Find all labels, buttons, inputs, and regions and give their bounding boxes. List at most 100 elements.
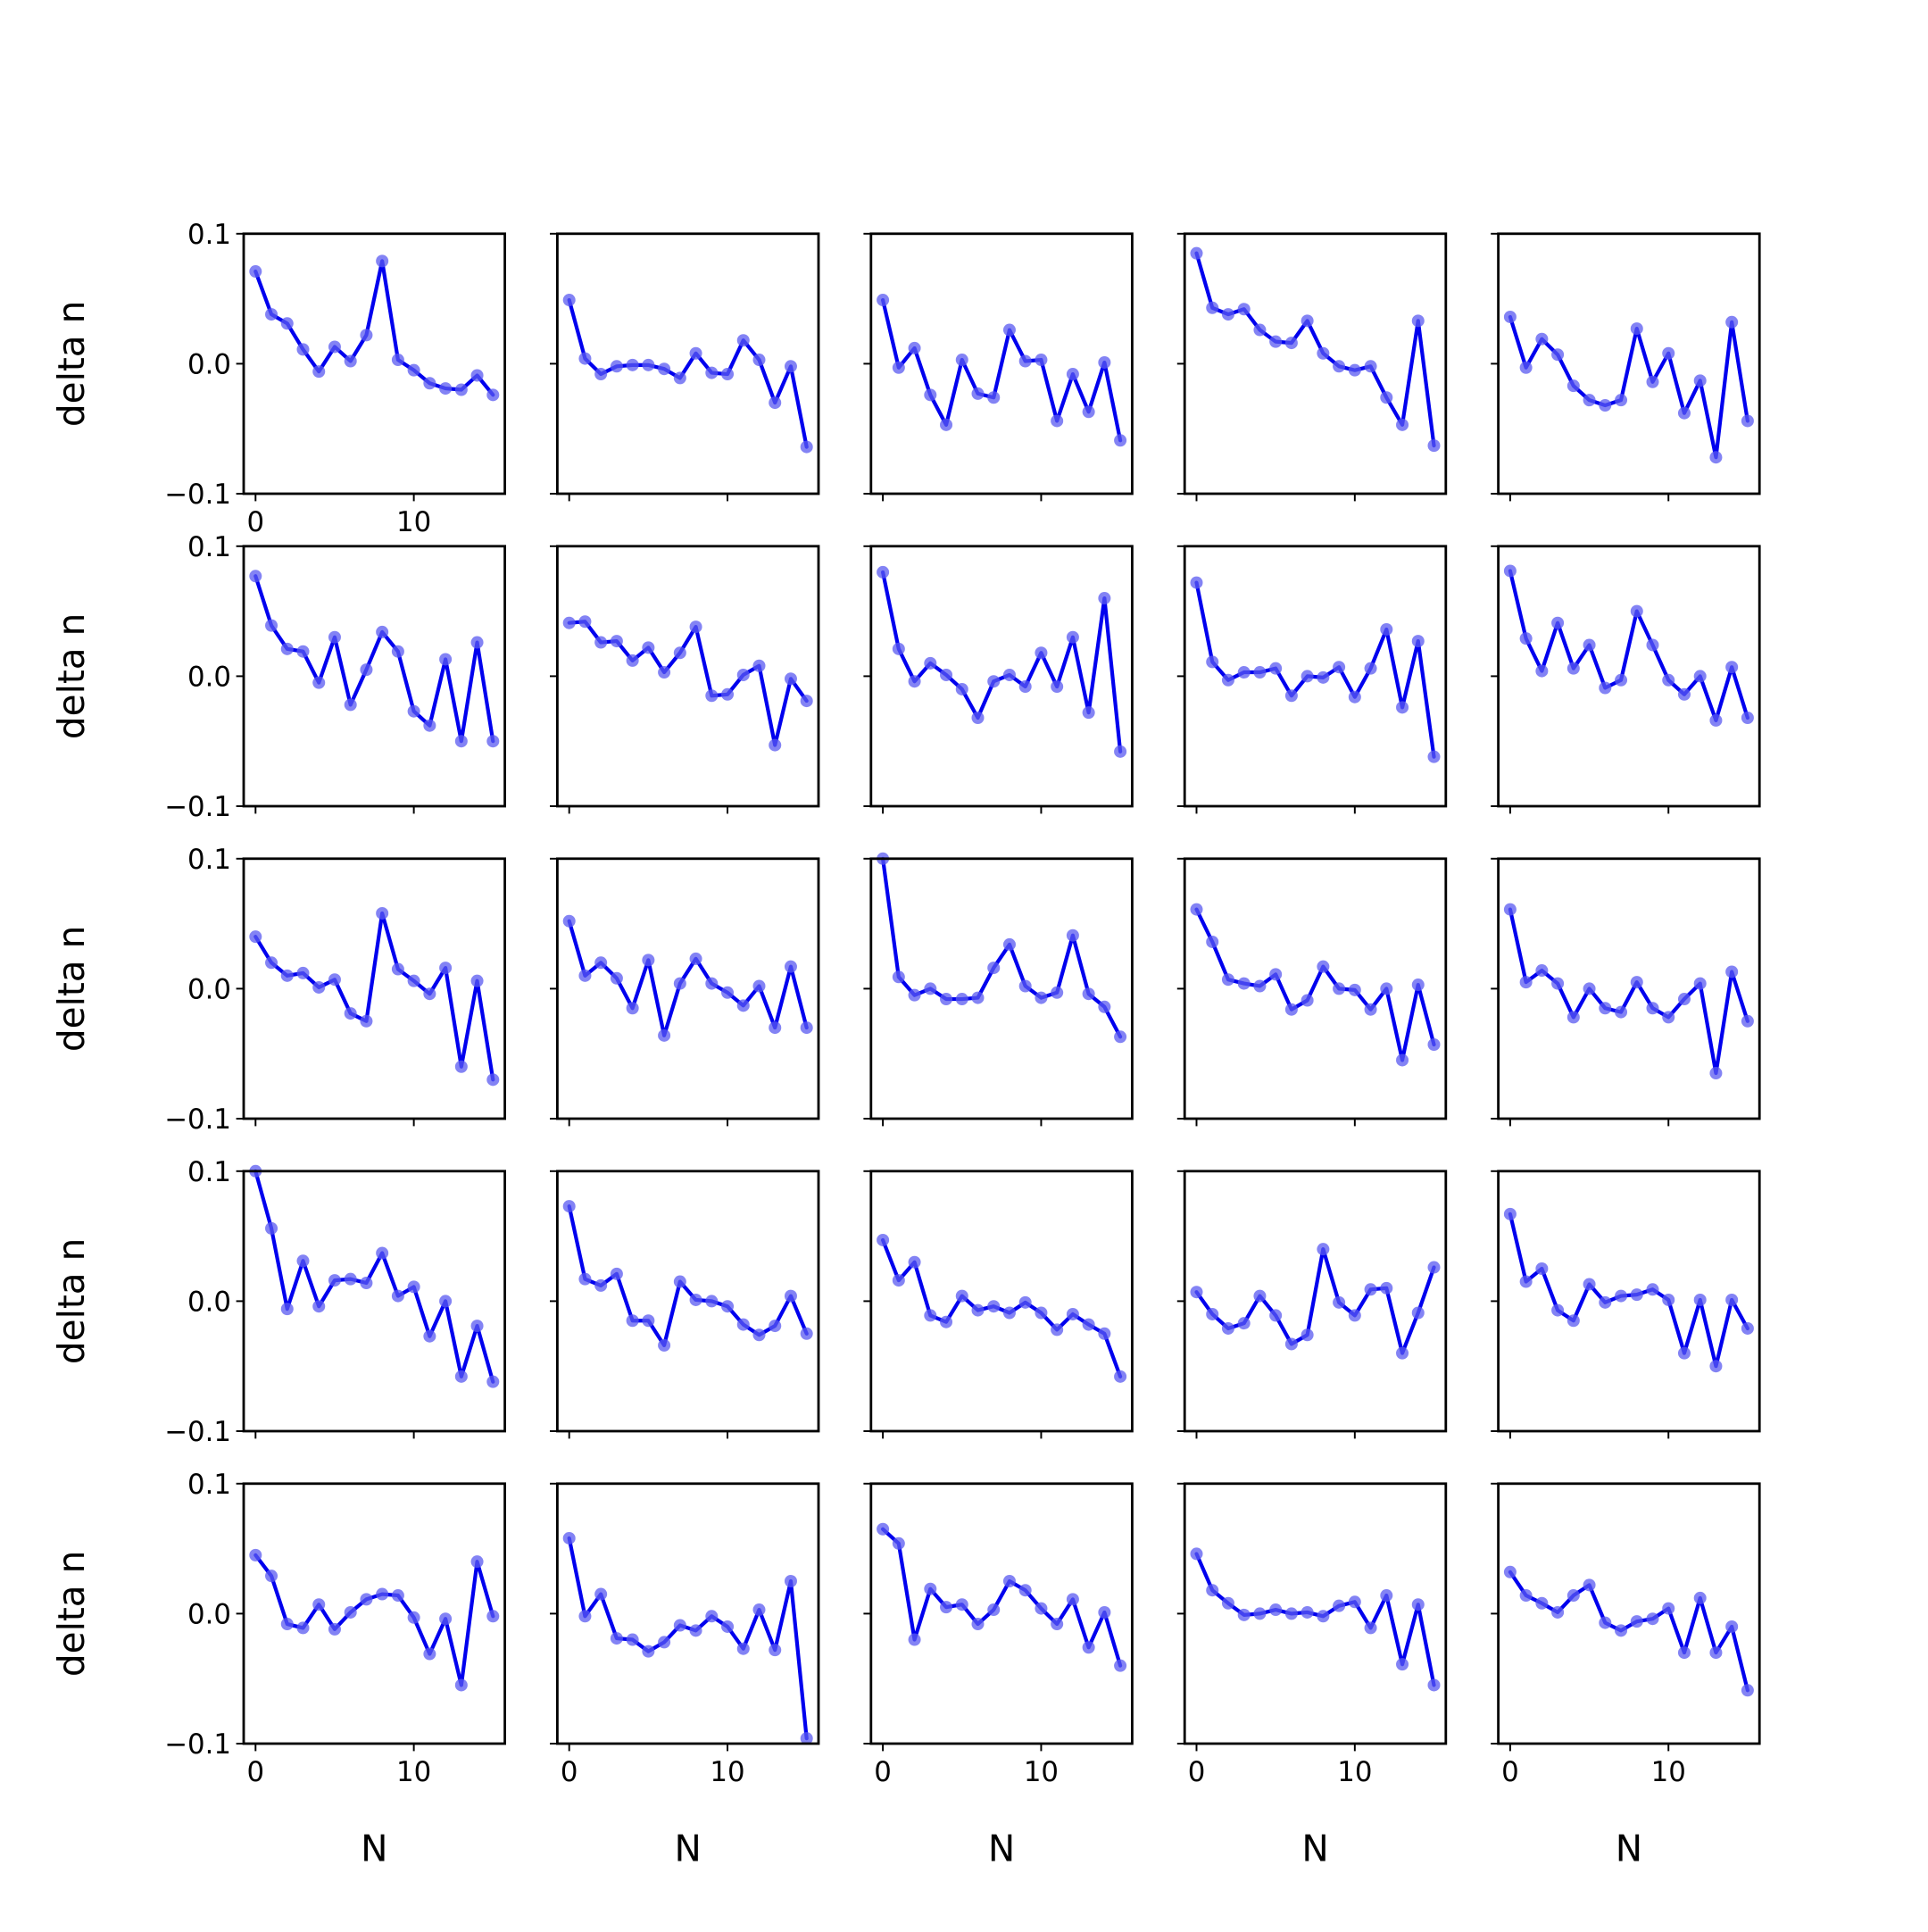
data-point bbox=[1253, 1289, 1267, 1303]
data-point bbox=[1253, 979, 1267, 993]
data-point bbox=[1082, 706, 1095, 720]
data-point bbox=[486, 735, 500, 748]
data-point bbox=[1066, 368, 1079, 381]
data-point bbox=[610, 1267, 623, 1280]
data-point bbox=[892, 361, 905, 374]
data-point bbox=[1301, 1605, 1314, 1619]
data-point bbox=[439, 382, 453, 396]
y-tick-label: 0.1 bbox=[187, 531, 231, 563]
panel-r1-c0: −0.1 0.0 0.1 delta n bbox=[50, 531, 506, 823]
series-line bbox=[253, 574, 495, 744]
data-point bbox=[940, 668, 953, 681]
data-point bbox=[1066, 929, 1079, 942]
data-point bbox=[1221, 1596, 1234, 1610]
y-axis-label: delta n bbox=[50, 1238, 93, 1364]
data-point bbox=[955, 1289, 968, 1303]
data-point bbox=[423, 1647, 436, 1661]
data-point bbox=[1333, 661, 1346, 674]
data-point bbox=[689, 952, 702, 965]
data-point bbox=[971, 991, 985, 1004]
x-axis-label: N bbox=[675, 1828, 702, 1870]
data-point bbox=[987, 675, 1001, 688]
data-point bbox=[1427, 1261, 1441, 1274]
data-point bbox=[1066, 630, 1079, 644]
data-point bbox=[1519, 1275, 1533, 1288]
series-line bbox=[880, 297, 1123, 443]
data-point bbox=[1317, 346, 1330, 360]
data-point bbox=[1503, 310, 1517, 323]
data-point bbox=[470, 1320, 484, 1333]
data-point bbox=[1411, 1598, 1425, 1611]
axes-frame bbox=[555, 857, 820, 1120]
data-point bbox=[1630, 604, 1643, 618]
data-point bbox=[721, 368, 735, 381]
data-point bbox=[673, 1619, 686, 1632]
panel-r4-c2: 0 10 N bbox=[863, 1482, 1134, 1870]
data-point bbox=[1364, 1621, 1377, 1635]
data-point bbox=[1551, 1605, 1565, 1619]
data-point bbox=[971, 1303, 985, 1317]
data-point bbox=[470, 1555, 484, 1569]
x-tick-label: 10 bbox=[710, 1756, 744, 1788]
data-point bbox=[1677, 993, 1691, 1006]
data-point bbox=[689, 346, 702, 360]
data-point bbox=[1519, 632, 1533, 645]
panel-r2-c3 bbox=[1176, 857, 1448, 1127]
data-point bbox=[328, 340, 341, 354]
axes-frame bbox=[1497, 857, 1761, 1120]
data-point bbox=[439, 653, 453, 666]
data-point bbox=[1082, 405, 1095, 419]
axes-frame bbox=[869, 857, 1134, 1120]
data-point bbox=[705, 977, 719, 990]
series-line bbox=[880, 856, 1123, 1039]
x-tick-label: 10 bbox=[1337, 1756, 1372, 1788]
y-tick-label: 0.1 bbox=[187, 1469, 231, 1501]
x-axis-label: N bbox=[1616, 1828, 1642, 1870]
data-point bbox=[1677, 406, 1691, 420]
data-point bbox=[1662, 1293, 1675, 1306]
panel-r2-c0: −0.1 0.0 0.1 delta n bbox=[50, 844, 506, 1136]
data-point bbox=[1082, 1641, 1095, 1654]
data-point bbox=[312, 1598, 326, 1611]
data-point bbox=[908, 988, 921, 1002]
data-point bbox=[1269, 1309, 1283, 1322]
data-point bbox=[971, 387, 985, 400]
data-point bbox=[673, 371, 686, 385]
series-line bbox=[1194, 1247, 1436, 1355]
data-point bbox=[1269, 968, 1283, 981]
data-point bbox=[1333, 982, 1346, 995]
data-point bbox=[391, 1289, 404, 1303]
data-point bbox=[1317, 670, 1330, 684]
data-point bbox=[689, 1293, 702, 1306]
axes-frame bbox=[242, 545, 506, 808]
data-point bbox=[578, 1610, 592, 1623]
data-point bbox=[1427, 1678, 1441, 1692]
series-line bbox=[1508, 314, 1749, 460]
data-point bbox=[486, 1610, 500, 1623]
data-point bbox=[1583, 1578, 1596, 1592]
data-point bbox=[1551, 616, 1565, 629]
data-point bbox=[736, 668, 750, 681]
data-point bbox=[1535, 664, 1549, 678]
data-point bbox=[1646, 1002, 1659, 1015]
data-point bbox=[1002, 1575, 1016, 1587]
data-point bbox=[752, 659, 766, 672]
data-point bbox=[1741, 1321, 1754, 1335]
data-point bbox=[1677, 1346, 1691, 1360]
x-tick-label: 0 bbox=[561, 1756, 578, 1788]
axes-frame bbox=[555, 232, 820, 495]
x-tick-label: 0 bbox=[1501, 1756, 1519, 1788]
data-point bbox=[1317, 1243, 1330, 1256]
data-point bbox=[296, 966, 310, 979]
data-point bbox=[376, 1246, 389, 1260]
panel-r1-c3 bbox=[1176, 545, 1448, 814]
data-point bbox=[1646, 1283, 1659, 1296]
data-point bbox=[1002, 937, 1016, 951]
data-point bbox=[877, 294, 890, 307]
data-point bbox=[908, 1255, 921, 1269]
data-point bbox=[454, 1678, 468, 1692]
data-point bbox=[1082, 987, 1095, 1001]
data-point bbox=[1098, 1605, 1111, 1619]
data-point bbox=[1411, 1306, 1425, 1320]
panel-r2-c1 bbox=[549, 857, 820, 1127]
